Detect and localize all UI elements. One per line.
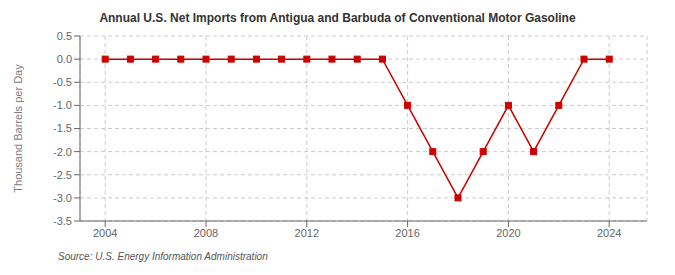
svg-text:-2.0: -2.0	[53, 146, 72, 158]
svg-text:-3.0: -3.0	[53, 192, 72, 204]
svg-text:-3.5: -3.5	[53, 215, 72, 227]
svg-text:-1.0: -1.0	[53, 99, 72, 111]
html-text:Source: U.S. Energy Informatio: Source: U.S. Energy Information Administ…	[58, 251, 268, 262]
svg-text:-0.5: -0.5	[53, 76, 72, 88]
svg-text:Thousand Barrels per Day: Thousand Barrels per Day	[12, 64, 24, 193]
svg-text:2020: 2020	[496, 227, 520, 239]
svg-text:-2.5: -2.5	[53, 169, 72, 181]
svg-text:0.5: 0.5	[57, 30, 72, 42]
svg-text:2012: 2012	[295, 227, 319, 239]
svg-text:-1.5: -1.5	[53, 122, 72, 134]
svg-text:0.0: 0.0	[57, 53, 72, 65]
svg-text:2004: 2004	[93, 227, 117, 239]
svg-text:2024: 2024	[597, 227, 621, 239]
svg-text:2016: 2016	[395, 227, 419, 239]
svg-text:2008: 2008	[194, 227, 218, 239]
html-text:Annual U.S. Net Imports from A: Annual U.S. Net Imports from Antigua and…	[99, 11, 576, 25]
